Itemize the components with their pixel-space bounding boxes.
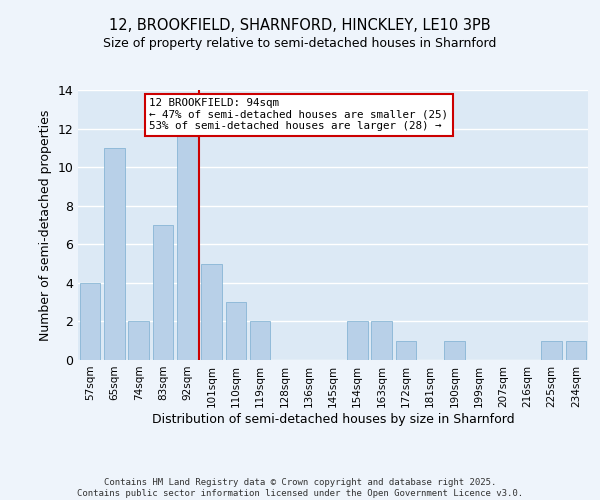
Bar: [104, 148, 125, 360]
X-axis label: Distribution of semi-detached houses by size in Sharnford: Distribution of semi-detached houses by …: [152, 412, 514, 426]
Bar: [347, 322, 368, 360]
Bar: [201, 264, 222, 360]
Text: 12 BROOKFIELD: 94sqm
← 47% of semi-detached houses are smaller (25)
53% of semi-: 12 BROOKFIELD: 94sqm ← 47% of semi-detac…: [149, 98, 448, 132]
Bar: [371, 322, 392, 360]
Y-axis label: Number of semi-detached properties: Number of semi-detached properties: [39, 110, 52, 340]
Bar: [395, 340, 416, 360]
Bar: [128, 322, 149, 360]
Bar: [444, 340, 465, 360]
Text: Contains HM Land Registry data © Crown copyright and database right 2025.
Contai: Contains HM Land Registry data © Crown c…: [77, 478, 523, 498]
Bar: [226, 302, 246, 360]
Bar: [152, 225, 173, 360]
Bar: [177, 128, 197, 360]
Text: Size of property relative to semi-detached houses in Sharnford: Size of property relative to semi-detach…: [103, 38, 497, 51]
Bar: [541, 340, 562, 360]
Bar: [566, 340, 586, 360]
Bar: [250, 322, 271, 360]
Text: 12, BROOKFIELD, SHARNFORD, HINCKLEY, LE10 3PB: 12, BROOKFIELD, SHARNFORD, HINCKLEY, LE1…: [109, 18, 491, 32]
Bar: [80, 283, 100, 360]
